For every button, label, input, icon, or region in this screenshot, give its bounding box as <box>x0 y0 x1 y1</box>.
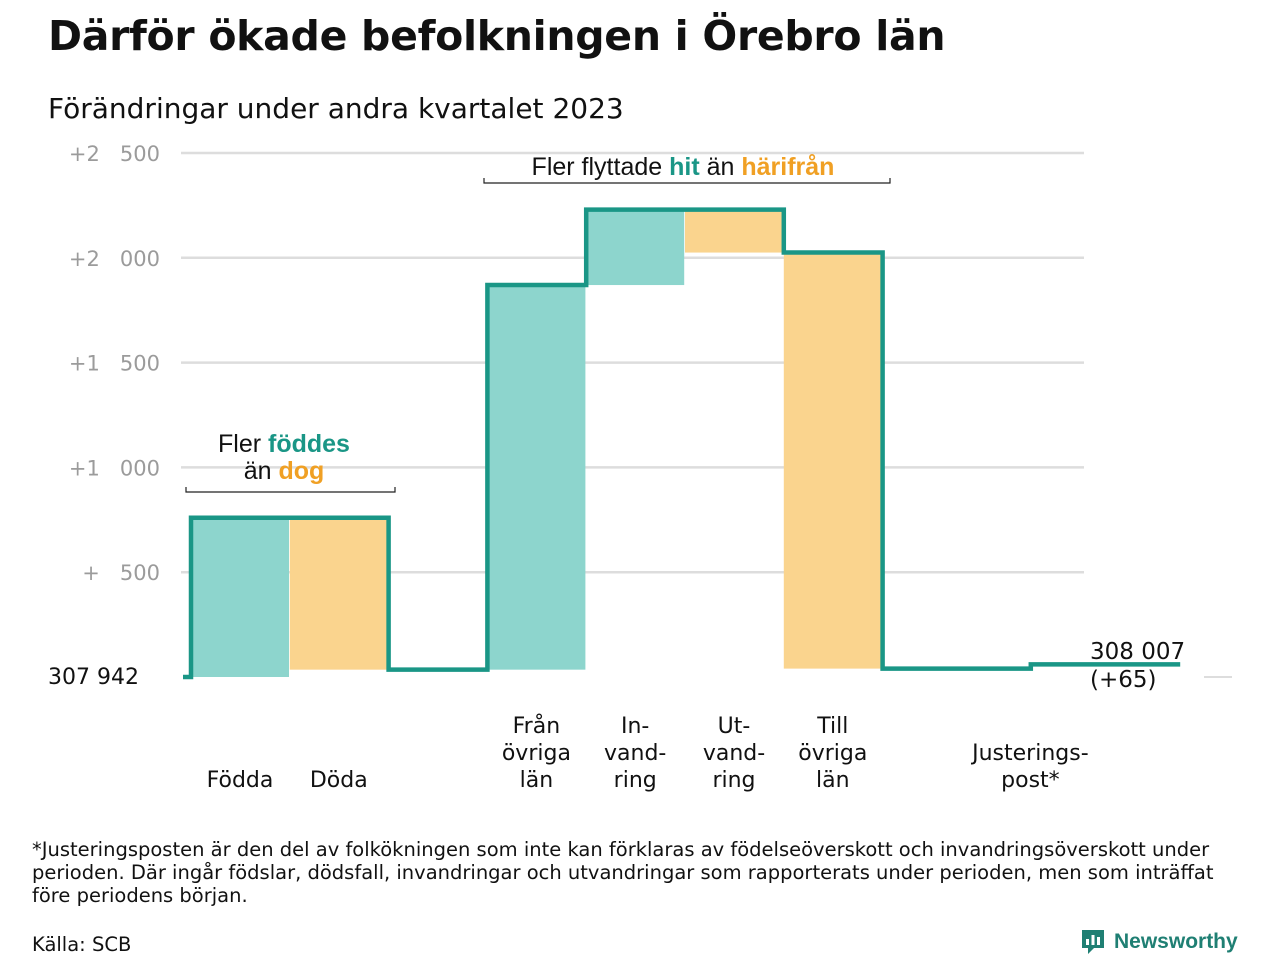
annotation-highlight-deaths: dog <box>278 457 324 485</box>
cumulative-step-line <box>183 207 1181 680</box>
annotation-text: än <box>700 153 742 181</box>
bar-increase <box>586 209 685 286</box>
end-value-label: 308 007 <box>1090 639 1185 665</box>
annotation-text: Fler <box>218 430 268 458</box>
y-tick-label: +1 000 <box>69 456 160 480</box>
bar-decrease <box>685 209 783 253</box>
annotation-highlight-births: föddes <box>268 430 350 458</box>
newsworthy-logo: Newsworthy <box>1080 928 1238 956</box>
y-tick-label: +1 500 <box>69 352 160 376</box>
end-change-label: (+65) <box>1090 667 1156 693</box>
y-tick-label: +2 000 <box>69 247 160 271</box>
annotation-bracket-migration <box>483 178 891 184</box>
category-label: ring <box>614 768 657 793</box>
annotation-migration: Fler flyttade hit än härifrån <box>532 153 835 181</box>
annotation-highlight-out: härifrån <box>741 153 834 181</box>
category-label: post* <box>1001 768 1060 793</box>
category-label: Födda <box>207 768 274 793</box>
chart-title: Därför ökade befolkningen i Örebro län <box>48 12 946 60</box>
category-label: In- <box>621 714 649 739</box>
category-label: Från <box>513 713 561 739</box>
annotation-highlight-in: hit <box>669 153 700 181</box>
chart-subtitle: Förändringar under andra kvartalet 2023 <box>48 92 624 125</box>
category-label: vand- <box>604 741 666 766</box>
category-label: vand- <box>703 741 765 766</box>
category-label: ring <box>712 768 755 793</box>
category-label: övriga <box>798 741 867 766</box>
category-label: övriga <box>502 741 571 766</box>
bar-increase <box>191 517 289 677</box>
category-label: Döda <box>310 768 368 793</box>
bar-increase <box>487 285 586 670</box>
category-label: län <box>520 768 554 793</box>
start-value-label: 307 942 <box>48 665 139 690</box>
annotation-births-line2: än dog <box>244 457 325 485</box>
category-label: län <box>816 768 850 793</box>
category-label: Justerings- <box>970 741 1089 766</box>
annotation-births-line1: Fler föddes <box>218 430 350 458</box>
annotation-text: än <box>244 457 279 485</box>
waterfall-chart: + 500 +1 000 +1 500 +2 000 +2 500 Födda Döda Fr… <box>48 142 1232 793</box>
y-tick-label: +2 500 <box>69 142 160 166</box>
source-note: Källa: SCB <box>32 933 132 956</box>
annotation-text: Fler flyttade <box>532 153 670 181</box>
category-label: Ut- <box>718 714 751 739</box>
annotation-bracket-births <box>185 487 396 493</box>
logo-text: Newsworthy <box>1114 930 1238 953</box>
category-label: Till <box>816 714 848 739</box>
footnote: *Justeringsposten är den del av folkökni… <box>32 838 1214 907</box>
y-tick-label: + 500 <box>82 561 160 585</box>
bar-decrease <box>289 517 388 670</box>
newsworthy-chart-icon <box>1082 930 1104 954</box>
bar-decrease <box>783 252 882 669</box>
